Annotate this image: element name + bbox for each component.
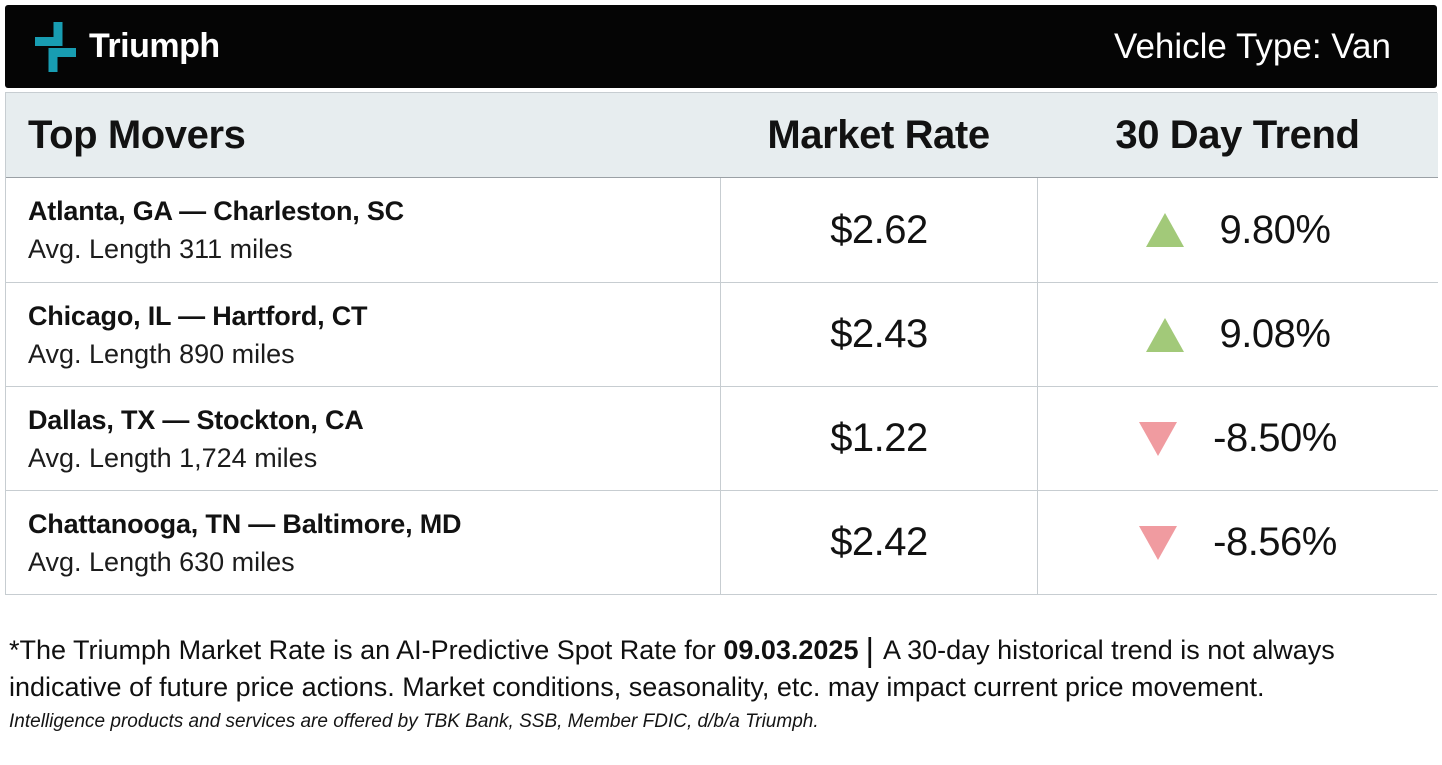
vehicle-type-label: Vehicle Type: Van — [1114, 26, 1391, 66]
lane-avg-length: Avg. Length 1,724 miles — [28, 442, 318, 473]
table-row-lane: Atlanta, GA — Charleston, SC Avg. Length… — [6, 178, 720, 282]
report-page: Triumph Vehicle Type: Van Top Movers Mar… — [5, 5, 1438, 732]
column-header-market-rate: Market Rate — [720, 93, 1037, 178]
market-rate-value: $1.22 — [720, 386, 1037, 490]
lane-avg-length: Avg. Length 890 miles — [28, 338, 295, 369]
trend-cell: -8.56% — [1037, 490, 1438, 594]
trend-value: -8.50% — [1213, 416, 1337, 460]
footnote-separator: | — [865, 631, 875, 668]
lane-name: Dallas, TX — Stockton, CA — [28, 404, 364, 435]
trend-cell: 9.08% — [1037, 282, 1438, 386]
footnote-text-before: *The Triumph Market Rate is an AI-Predic… — [9, 635, 716, 665]
trend-value: -8.56% — [1213, 520, 1337, 564]
top-movers-table: Top Movers Market Rate 30 Day Trend Atla… — [5, 92, 1438, 595]
footnote-text-after: A 30-day historical trend is not always … — [9, 635, 1335, 702]
market-rate-value: $2.43 — [720, 282, 1037, 386]
trend-down-icon — [1139, 421, 1178, 456]
footnote: *The Triumph Market Rate is an AI-Predic… — [9, 631, 1435, 706]
market-rate-value: $2.42 — [720, 490, 1037, 594]
trend-up-icon — [1145, 317, 1184, 352]
trend-value: 9.08% — [1219, 312, 1331, 356]
market-rate-value: $2.62 — [720, 178, 1037, 282]
lane-name: Chattanooga, TN — Baltimore, MD — [28, 508, 462, 539]
disclaimer: Intelligence products and services are o… — [9, 711, 819, 732]
trend-value: 9.80% — [1219, 207, 1331, 252]
triumph-logo-icon — [35, 21, 76, 72]
lane-avg-length: Avg. Length 630 miles — [28, 546, 295, 577]
trend-cell: 9.80% — [1037, 178, 1438, 282]
trend-up-icon — [1145, 213, 1184, 247]
lane-avg-length: Avg. Length 311 miles — [28, 234, 293, 264]
footnote-date: 09.03.2025 — [723, 635, 859, 665]
trend-cell: -8.50% — [1037, 386, 1438, 490]
table-row-lane: Chicago, IL — Hartford, CT Avg. Length 8… — [6, 282, 720, 386]
top-bar: Triumph Vehicle Type: Van — [5, 5, 1437, 88]
table-row-lane: Dallas, TX — Stockton, CA Avg. Length 1,… — [6, 386, 720, 490]
column-header-top-movers: Top Movers — [6, 93, 720, 178]
brand-name: Triumph — [89, 27, 220, 65]
trend-down-icon — [1139, 525, 1178, 560]
table-row-lane: Chattanooga, TN — Baltimore, MD Avg. Len… — [6, 490, 720, 594]
column-header-30-day-trend: 30 Day Trend — [1037, 93, 1438, 178]
lane-name: Chicago, IL — Hartford, CT — [28, 300, 368, 331]
lane-name: Atlanta, GA — Charleston, SC — [28, 196, 404, 226]
